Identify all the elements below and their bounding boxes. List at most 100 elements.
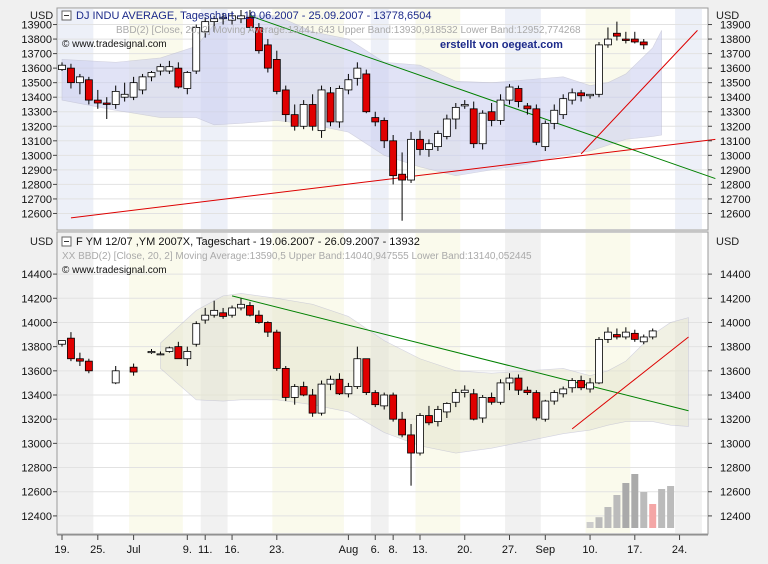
candle [254,23,263,54]
candle [344,73,353,95]
candle-body [120,93,129,98]
dow-jones-unit-left: USD [30,10,53,22]
candle-body [317,89,326,132]
candle-body [228,307,236,316]
candle-body [156,66,165,72]
candle [425,139,433,157]
candle-body [407,138,415,181]
candle-body [76,358,84,362]
candle-body [263,44,272,69]
candle [460,100,469,109]
candle [84,76,93,105]
candle [577,375,585,391]
candle [129,363,138,376]
candle [228,11,236,25]
x-tick-label: 24. [672,544,687,556]
futures-panel[interactable]: 12400 12600 12800 13000 13200 13400 13600 13800… [21,231,751,535]
candle-body [326,378,335,385]
candle-body [219,16,228,20]
trendline [571,336,689,430]
y-tick-label: 13400 [720,92,751,104]
candle [156,63,165,76]
candle-body [380,120,389,142]
volume-bar [649,504,657,528]
candle [416,413,424,456]
candle-body [174,67,183,88]
futures-candles [58,298,657,486]
candle-body [630,332,639,340]
candle [210,300,219,318]
futures-title: F YM 12/07 ,YM 2007X, Tageschart - 19.06… [61,236,420,248]
futures-unit-right: USD [716,236,739,248]
y-tick-label: 12800 [720,179,751,191]
candle-body [389,140,398,177]
candle [344,382,353,398]
candle [433,405,442,427]
futures-trendlines [231,295,689,430]
candle-body [487,397,496,403]
y-tick-label: 13200 [21,414,52,426]
y-tick-label: 13200 [21,121,52,133]
candle-body [362,73,371,113]
candle-body [84,360,93,372]
volume-bar [595,517,603,528]
volume-bar [631,474,639,528]
candle-body [138,76,147,91]
candle [76,73,84,95]
candle-body [613,32,621,37]
candle [442,114,451,140]
x-tick-label: 19. [54,544,69,556]
y-tick-label: 13600 [21,366,52,378]
volume-bar [658,489,666,528]
candle-body [630,38,639,43]
candle [568,88,577,105]
candle [272,50,281,95]
y-tick-label: 13300 [720,107,751,119]
candle [639,39,648,50]
candle-body [335,378,344,395]
candle [111,85,120,109]
candle [147,349,156,354]
y-tick-label: 13500 [720,78,751,90]
x-tick-label: Aug [339,544,359,556]
candle-body [102,102,111,105]
volume-bar [586,522,594,528]
candle [595,41,603,98]
y-tick-label: 14000 [21,317,52,329]
candle-body [514,377,523,391]
x-tick-label: 23. [269,544,284,556]
y-tick-label: 13000 [21,150,52,162]
candle [254,310,263,324]
y-tick-label: 13800 [720,342,751,354]
week-stripe [57,9,94,229]
y-tick-label: 13200 [720,121,751,133]
candle-body [317,383,326,414]
candle [613,21,621,41]
candle [595,336,603,385]
candle [550,390,559,405]
y-tick-label: 13400 [720,390,751,402]
candle-body [595,338,603,384]
candle-body [246,16,254,28]
dow-jones-panel[interactable]: 12600 12700 12800 12900 13000 13100 13200 13300… [21,7,751,231]
candle [326,375,335,391]
candle [76,352,84,366]
candle-body [183,72,192,89]
y-tick-label: 12600 [21,487,52,499]
candle-body [156,353,165,356]
candle [183,346,192,366]
dow-jones-candles [58,10,648,221]
candle [514,374,523,395]
candle-body [344,386,353,395]
x-tick-label: Jul [127,544,141,556]
candle-body [541,122,550,148]
y-tick-label: 13600 [21,63,52,75]
candle-body [451,392,460,403]
candle-body [371,392,380,406]
candle [568,378,577,393]
candle-body [621,38,630,41]
candle [326,87,335,127]
futures-title-text: F YM 12/07 ,YM 2007X, Tageschart - 19.06… [76,236,420,248]
candle [228,305,236,318]
candle-body [371,117,380,123]
